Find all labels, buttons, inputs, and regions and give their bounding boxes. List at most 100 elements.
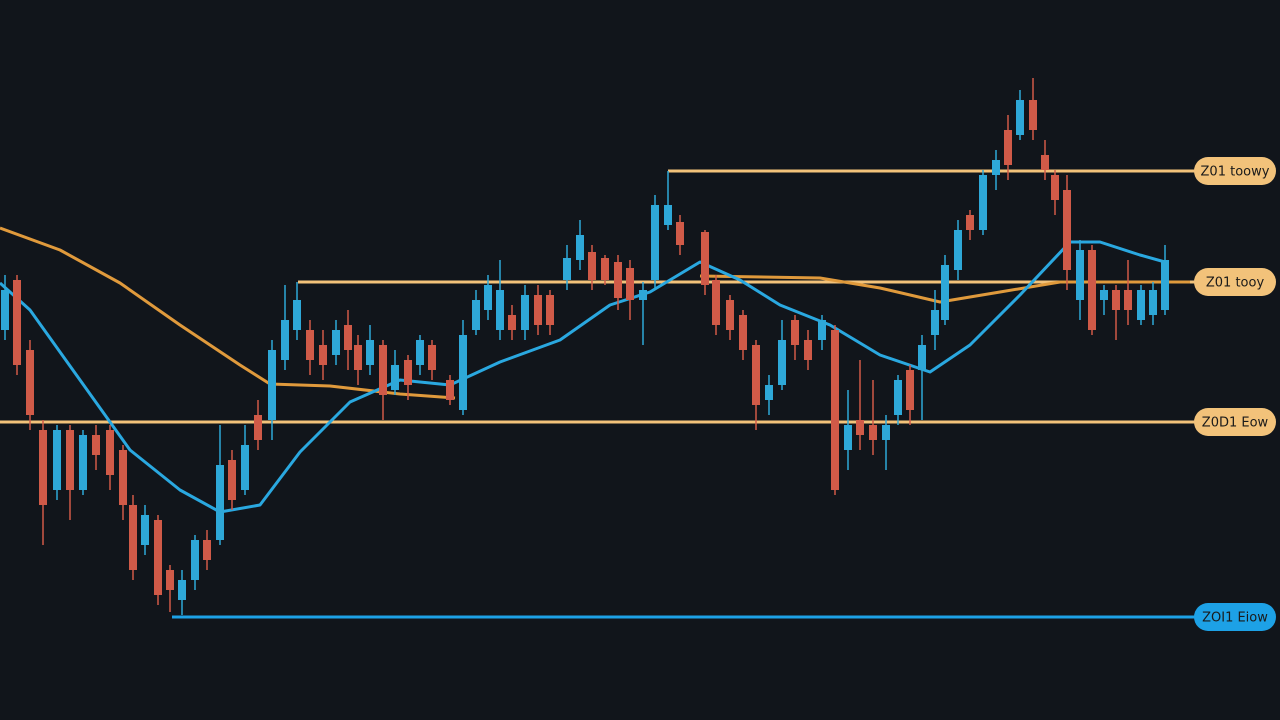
candle-body: [712, 280, 720, 325]
candle-body: [39, 430, 47, 505]
candle-body: [1, 290, 9, 330]
candle-body: [856, 420, 864, 435]
candle-body: [319, 345, 327, 365]
candle-body: [701, 232, 709, 285]
candle-body: [563, 258, 571, 280]
candle-body: [1124, 290, 1132, 310]
candle-body: [366, 340, 374, 365]
candle-body: [614, 262, 622, 298]
candle-body: [1076, 250, 1084, 300]
candle-body: [1088, 250, 1096, 330]
candle-body: [508, 315, 516, 330]
candle-body: [268, 350, 276, 420]
candle-body: [818, 320, 826, 340]
candle-body: [992, 160, 1000, 175]
candle-body: [1063, 190, 1071, 270]
candle-body: [791, 320, 799, 345]
candle-body: [726, 300, 734, 330]
candle-body: [639, 290, 647, 300]
candle-body: [79, 435, 87, 490]
candle-body: [521, 295, 529, 330]
candle-body: [831, 330, 839, 490]
candle-body: [869, 425, 877, 440]
candle-body: [178, 580, 186, 600]
candle-body: [979, 175, 987, 230]
candle-body: [496, 290, 504, 330]
candle-body: [752, 345, 760, 405]
candle-body: [203, 540, 211, 560]
candle-body: [391, 365, 399, 390]
candle-body: [428, 345, 436, 370]
candle-body: [446, 380, 454, 400]
level-label-box: [1194, 157, 1276, 185]
candle-body: [778, 340, 786, 385]
candle-body: [344, 325, 352, 350]
candle-body: [129, 505, 137, 570]
candle-body: [141, 515, 149, 545]
level-label: Z01 toowy: [1201, 165, 1270, 180]
candle-body: [576, 235, 584, 260]
candle-body: [472, 300, 480, 330]
candle-body: [676, 222, 684, 245]
candle-body: [894, 380, 902, 415]
candle-body: [1100, 290, 1108, 300]
candle-body: [546, 295, 554, 325]
candle-body: [166, 570, 174, 590]
candle-body: [954, 230, 962, 270]
candle-body: [1016, 100, 1024, 135]
candle-body: [1112, 290, 1120, 310]
level-label: Z01 tooy: [1206, 276, 1265, 291]
candle-body: [332, 330, 340, 355]
candle-body: [966, 215, 974, 230]
candle-body: [119, 450, 127, 505]
candle-body: [1149, 290, 1157, 315]
candle-body: [931, 310, 939, 335]
candle-body: [66, 430, 74, 490]
level-label-box: [1194, 603, 1276, 631]
candle-body: [1137, 290, 1145, 320]
candle-body: [106, 430, 114, 475]
candle-body: [941, 265, 949, 320]
candle-body: [354, 345, 362, 370]
candle-body: [191, 540, 199, 580]
candle-body: [588, 252, 596, 280]
candle-body: [241, 445, 249, 490]
candle-body: [254, 415, 262, 440]
candle-body: [416, 340, 424, 365]
candle-body: [844, 425, 852, 450]
candle-body: [154, 520, 162, 595]
candle-body: [92, 435, 100, 455]
moving-average-line: [0, 240, 1166, 514]
level-label: Z0D1 Eow: [1202, 416, 1269, 431]
candle-body: [26, 350, 34, 415]
candle-body: [664, 205, 672, 225]
candle-body: [53, 430, 61, 490]
candle-body: [379, 345, 387, 395]
candle-body: [882, 425, 890, 440]
candle-body: [1004, 130, 1012, 165]
candle-body: [601, 258, 609, 280]
candle-body: [1161, 260, 1169, 310]
candle-body: [804, 340, 812, 360]
candle-body: [404, 360, 412, 385]
candle-body: [739, 315, 747, 350]
level-label-box: [1194, 268, 1276, 296]
candle-body: [13, 280, 21, 365]
candle-body: [459, 335, 467, 410]
candle-body: [906, 370, 914, 410]
candle-body: [293, 300, 301, 330]
candle-body: [651, 205, 659, 280]
candle-body: [281, 320, 289, 360]
candle-body: [626, 268, 634, 300]
candle-body: [216, 465, 224, 540]
level-label-box: [1194, 408, 1276, 436]
candle-body: [1041, 155, 1049, 170]
candle-body: [306, 330, 314, 360]
candle-body: [484, 285, 492, 310]
candle-body: [1051, 175, 1059, 200]
level-label: ZOI1 Eiow: [1202, 611, 1268, 626]
candle-body: [918, 345, 926, 370]
candle-body: [1029, 100, 1037, 130]
